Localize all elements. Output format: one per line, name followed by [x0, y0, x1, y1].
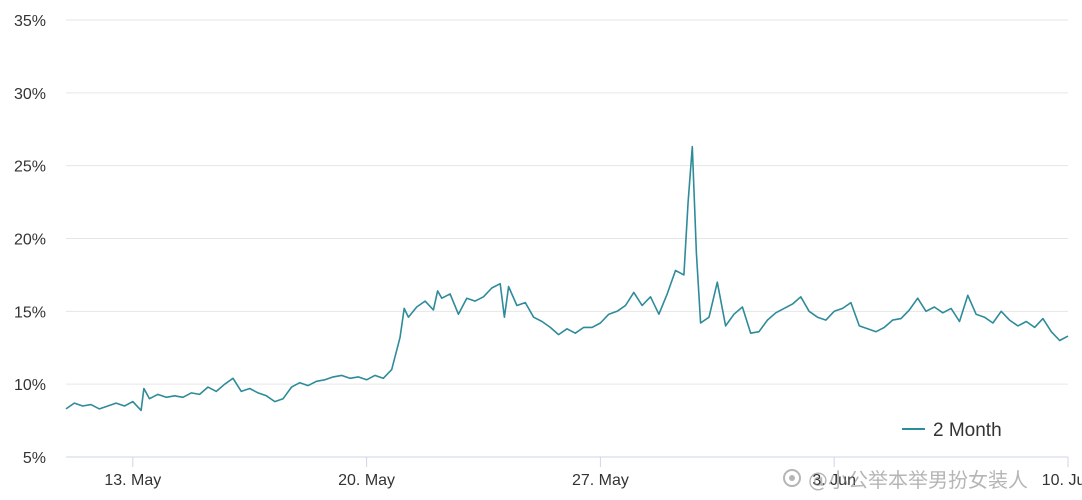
- x-tick-label: 20. May: [338, 472, 395, 489]
- y-tick-label: 20%: [14, 232, 46, 249]
- y-tick-label: 5%: [23, 450, 46, 467]
- y-tick-label: 35%: [14, 13, 46, 30]
- watermark-text: @小公举本举男扮女装人: [808, 467, 1028, 492]
- x-tick-label: 27. May: [572, 472, 629, 489]
- watermark: @小公举本举男扮女装人: [782, 463, 1072, 493]
- x-axis: 13. May 20. May 27. May 3. Jun 10. Jun: [66, 456, 1082, 489]
- y-tick-label: 25%: [14, 159, 46, 176]
- y-axis: 35% 30% 25% 20% 15% 10% 5%: [14, 13, 46, 467]
- series-line-2-month[interactable]: [65, 145, 1069, 412]
- x-tick-label: 3. Jun: [812, 472, 856, 489]
- y-tick-label: 30%: [14, 86, 46, 103]
- y-tick-label: 15%: [14, 304, 46, 321]
- y-tick-label: 10%: [14, 377, 46, 394]
- watermark-logo-icon: [783, 469, 801, 487]
- x-tick-label: 13. May: [104, 472, 161, 489]
- legend-label-2-month: 2 Month: [933, 420, 1002, 441]
- plot-area: [65, 145, 1069, 412]
- legend[interactable]: 2 Month: [902, 420, 1002, 441]
- x-tick-label: 10. Jun: [1042, 472, 1082, 489]
